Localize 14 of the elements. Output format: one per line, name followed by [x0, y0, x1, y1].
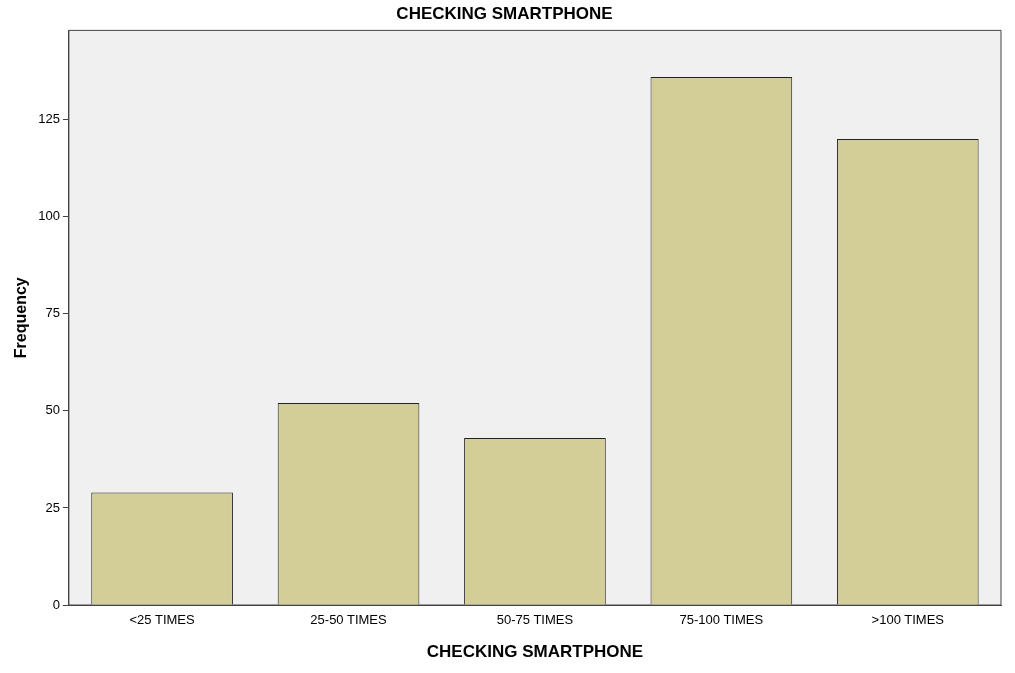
y-tick-label: 50 [45, 402, 60, 418]
y-tick-label: 75 [45, 305, 60, 321]
x-tick-label: 75-100 TIMES [679, 612, 764, 628]
y-axis-title: Frequency [12, 277, 30, 359]
chart-title: CHECKING SMARTPHONE [396, 3, 613, 23]
x-tick-label: <25 TIMES [129, 612, 195, 628]
x-tick-label: >100 TIMES [871, 612, 945, 628]
y-tick-label: 0 [52, 596, 60, 612]
x-tick-label: 50-75 TIMES [496, 612, 574, 628]
x-axis-title: CHECKING SMARTPHONE [426, 642, 644, 662]
y-tick-label: 25 [45, 499, 60, 515]
y-tick-label: 100 [38, 208, 60, 224]
x-tick-label: 25-50 TIMES [310, 612, 388, 628]
y-tick-label: 125 [38, 111, 60, 127]
